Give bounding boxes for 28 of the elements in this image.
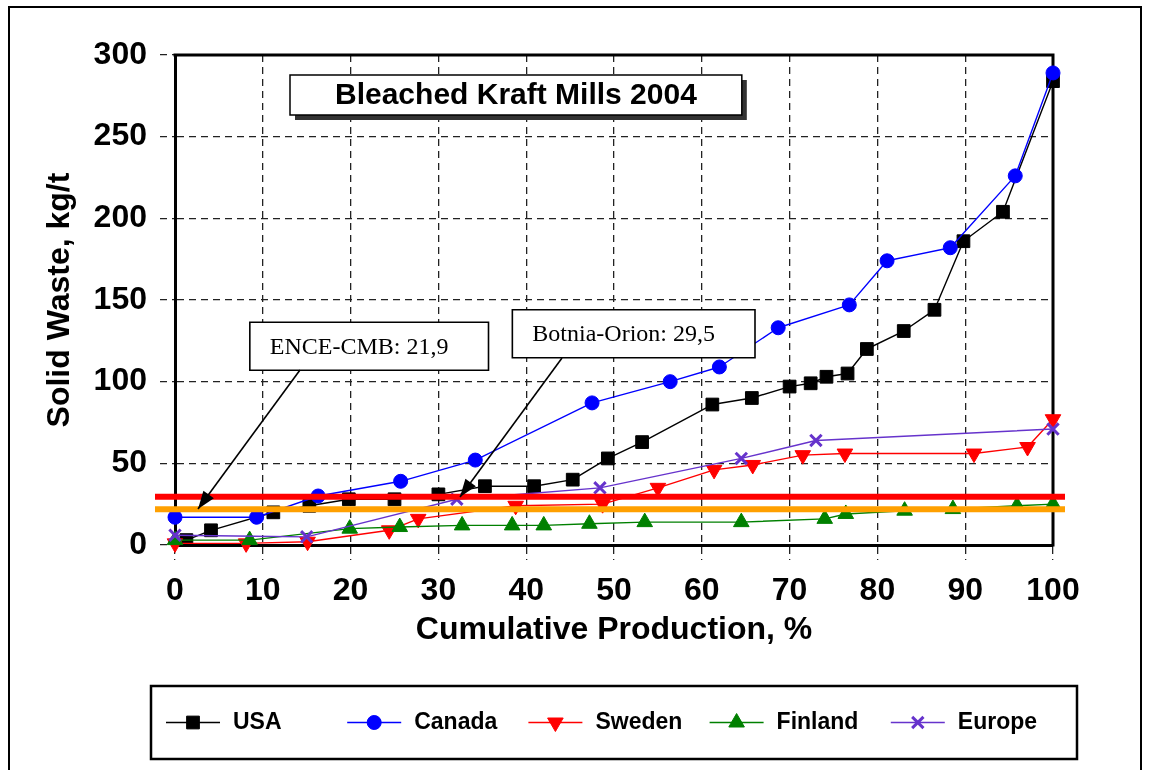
x-tick-label: 90 [947,571,983,608]
annotation: ENCE-CMB: 21,9 [269,332,449,359]
y-tick-label: 200 [93,198,147,235]
text: Bleached Kraft Mills 2004 [334,77,698,111]
x-tick-label: 30 [420,571,457,608]
x-tick-label: 100 [1026,571,1080,608]
legend-label: USA [233,707,282,734]
x-tick-label: 0 [166,571,184,608]
x-tick-label: 60 [684,571,720,608]
legend-label: Europe [957,707,1038,734]
y-tick-label: 100 [93,361,147,398]
x-tick-label: 50 [596,571,632,608]
x-tick-label: 80 [859,571,896,608]
y-tick-label: 50 [111,443,147,480]
y-tick-label: 0 [129,524,147,561]
legend-label: Sweden [595,707,683,734]
y-tick-label: 300 [93,34,147,71]
x-tick-label: 40 [508,571,544,608]
y-tick-label: 250 [93,116,147,153]
x-axis-title: Cumulative Production, % [415,609,813,646]
y-axis-title: Solid Waste, kg/t [40,172,77,428]
x-tick-label: 20 [332,571,369,608]
x-tick-label: 10 [245,571,281,608]
legend-label: Finland [776,707,859,734]
annotation: Botnia-Orion: 29,5 [532,320,716,347]
legend-label: Canada [414,707,498,734]
y-tick-label: 150 [93,279,147,316]
x-tick-label: 70 [771,571,808,608]
